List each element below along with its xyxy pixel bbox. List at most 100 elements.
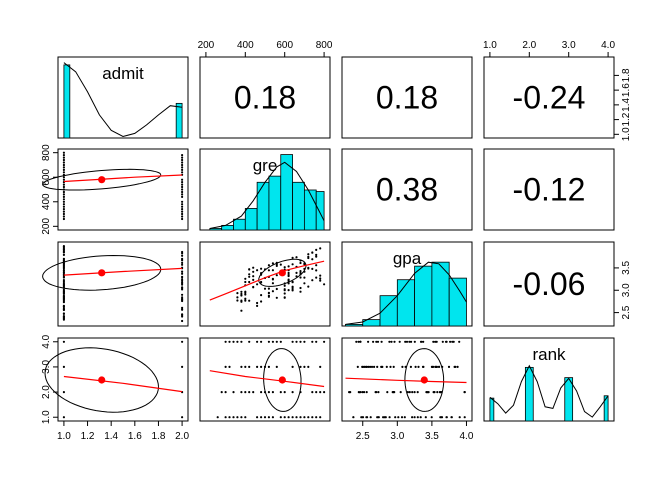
correlation-ellipse-admit-rank [44, 347, 159, 413]
tick-label-left-3-0: 1.0 [41, 410, 52, 424]
tick-label-top-3-2: 3.0 [562, 40, 576, 51]
tick-label-bottom-0-1: 1.2 [81, 431, 95, 442]
histogram-bar-gpa-3 [396, 279, 416, 327]
tick-label-right-2-2: 3.5 [621, 261, 632, 275]
tick-label-bottom-0-0: 1.0 [57, 431, 71, 442]
center-point-admit-gpa [98, 269, 106, 277]
histogram-bar-gpa-0 [345, 324, 364, 327]
tick-label-bottom-2-0: 2.5 [356, 431, 370, 442]
variable-label-rank: rank [532, 345, 566, 364]
tick-label-top-1-0: 200 [198, 40, 215, 51]
histogram-bar-gre-5 [268, 175, 282, 231]
tick-label-left-1-3: 800 [41, 144, 52, 161]
histogram-bar-gre-6 [280, 154, 293, 231]
variable-label-admit: admit [102, 64, 144, 83]
histogram-bar-gre-7 [292, 181, 305, 231]
histogram-bar-gpa-4 [414, 265, 433, 327]
loess-line-admit-gre [63, 174, 183, 183]
histogram-bar-rank-0 [489, 397, 495, 422]
tick-label-bottom-2-1: 3.0 [390, 431, 404, 442]
loess-line-gre-rank [209, 370, 325, 388]
histogram-bar-rank-6 [603, 395, 609, 422]
density-curve-rank [489, 364, 609, 418]
tick-label-bottom-2-2: 3.5 [425, 431, 439, 442]
scatter-points-gre-gpa [236, 247, 326, 312]
tick-label-right-2-0: 2.5 [621, 305, 632, 319]
center-point-gpa-rank [420, 376, 428, 384]
histogram-bar-admit-2 [175, 102, 183, 139]
correlation-label-gpa-rank: -0.06 [513, 266, 586, 302]
histogram-bar-admit-0 [63, 64, 71, 139]
density-curve-admit [63, 62, 183, 138]
tick-label-right-0-4: 1.8 [621, 68, 632, 82]
panel-frame-r1-c3 [483, 148, 615, 231]
tick-label-right-2-1: 3.0 [621, 283, 632, 297]
tick-label-top-1-2: 600 [276, 40, 293, 51]
scatter-points-gre-rank [216, 340, 326, 419]
tick-label-right-0-1: 1.2 [621, 112, 632, 126]
panel-frame-r3-c1 [199, 337, 331, 422]
panel-frame-r2-c1 [199, 241, 331, 327]
histogram-bar-gre-9 [315, 191, 325, 231]
correlation-ellipse-admit-gre [42, 168, 162, 191]
center-point-admit-rank [98, 376, 106, 384]
loess-line-gre-gpa [209, 260, 325, 301]
correlation-label-admit-rank: -0.24 [513, 80, 586, 116]
histogram-bar-rank-4 [564, 377, 574, 422]
tick-label-bottom-0-3: 1.6 [128, 431, 142, 442]
scatter-points-gpa-rank [348, 340, 466, 419]
correlation-label-gre-rank: -0.12 [513, 172, 586, 208]
tick-label-left-1-1: 400 [41, 193, 52, 210]
tick-label-left-1-2: 600 [41, 168, 52, 185]
tick-label-right-0-3: 1.6 [621, 83, 632, 97]
panel-frame-r0-c0 [57, 56, 189, 139]
tick-label-bottom-0-5: 2.0 [175, 431, 189, 442]
correlation-ellipse-gpa-rank [404, 348, 445, 412]
correlation-ellipse-admit-gpa [42, 254, 162, 291]
histogram-bar-gpa-6 [448, 277, 467, 327]
tick-label-left-3-2: 3.0 [41, 360, 52, 374]
tick-label-top-3-1: 2.0 [522, 40, 536, 51]
panel-frame-r2-c0 [57, 241, 189, 327]
variable-label-gre: gre [253, 156, 278, 175]
tick-label-left-3-1: 2.0 [41, 385, 52, 399]
panel-frame-r3-c2 [341, 337, 473, 422]
correlation-label-admit-gre: 0.18 [234, 80, 296, 116]
loess-line-gpa-rank [345, 377, 467, 384]
tick-label-left-1-0: 200 [41, 218, 52, 235]
tick-label-top-3-0: 1.0 [483, 40, 497, 51]
panel-frame-r1-c0 [57, 148, 189, 231]
scatter-points-admit-gpa [62, 245, 184, 323]
tick-label-right-0-0: 1.0 [621, 127, 632, 141]
panel-frame-r3-c3 [483, 337, 615, 422]
tick-label-top-1-3: 800 [316, 40, 333, 51]
scatter-points-admit-rank [62, 340, 184, 419]
correlation-label-admit-gpa: 0.18 [376, 80, 438, 116]
loess-line-admit-gpa [63, 267, 183, 276]
panel-frame-r3-c0 [57, 337, 189, 422]
panel-frame-r1-c2 [341, 148, 473, 231]
tick-label-bottom-2-3: 4.0 [460, 431, 474, 442]
density-curve-gpa [345, 261, 467, 325]
center-point-admit-gre [98, 176, 106, 184]
histogram-bar-gre-2 [233, 218, 246, 231]
tick-label-top-1-1: 400 [237, 40, 254, 51]
histogram-bar-gre-8 [303, 189, 317, 231]
loess-line-admit-rank [63, 375, 183, 393]
center-point-gre-gpa [278, 269, 286, 277]
histogram-bar-gre-0 [209, 228, 223, 231]
tick-label-top-3-3: 4.0 [601, 40, 615, 51]
variable-label-gpa: gpa [393, 249, 422, 268]
scatter-points-admit-gre [62, 151, 184, 221]
panel-frame-r0-c2 [341, 56, 473, 139]
histogram-bar-rank-2 [524, 366, 534, 422]
density-curve-gre [209, 161, 325, 229]
center-point-gre-rank [278, 376, 286, 384]
histogram-bar-gre-4 [256, 181, 270, 231]
histogram-bar-gre-3 [244, 208, 258, 231]
tick-label-right-0-2: 1.4 [621, 97, 632, 111]
tick-label-bottom-0-4: 1.8 [152, 431, 166, 442]
tick-label-bottom-0-2: 1.4 [104, 431, 118, 442]
correlation-label-gre-gpa: 0.38 [376, 172, 438, 208]
